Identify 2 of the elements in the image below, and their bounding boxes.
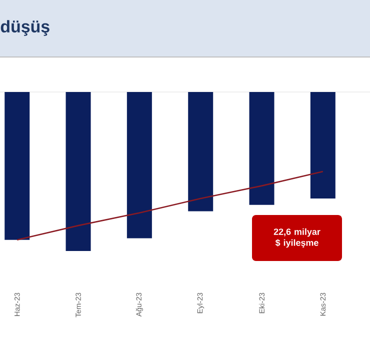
- annotation: 22,6 milyar $ iyileşme: [274, 228, 320, 248]
- chart-title: düşüş: [0, 20, 50, 36]
